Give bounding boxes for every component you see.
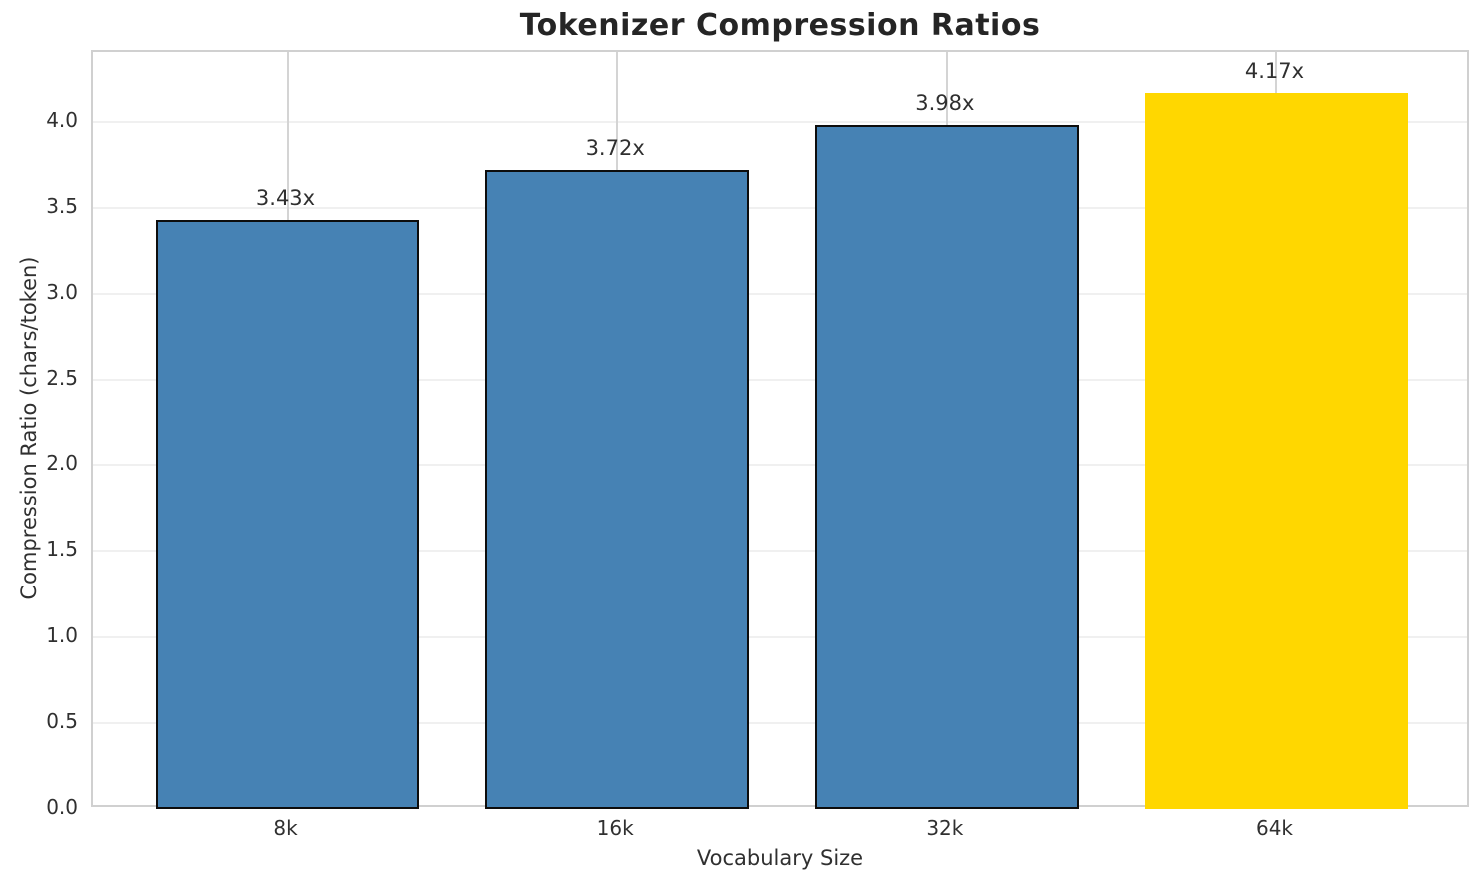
x-axis-label: Vocabulary Size bbox=[696, 846, 864, 870]
y-tick-label-3.5: 3.5 bbox=[46, 193, 78, 218]
y-gridline-4 bbox=[93, 120, 1467, 123]
bar-value-label-8k: 3.43x bbox=[255, 185, 316, 210]
bar-16k bbox=[485, 170, 750, 809]
bar-value-label-64k: 4.17x bbox=[1244, 58, 1305, 83]
x-tick-label-8k: 8k bbox=[273, 816, 298, 840]
y-gridline-3 bbox=[93, 292, 1467, 295]
y-tick-label-1.0: 1.0 bbox=[46, 623, 78, 648]
bar-64k bbox=[1144, 92, 1409, 809]
bar-value-label-16k: 3.72x bbox=[585, 136, 645, 160]
plot-area bbox=[91, 50, 1469, 809]
y-tick-label-1.5: 1.5 bbox=[46, 537, 78, 562]
x-tick-label-16k: 16k bbox=[596, 816, 634, 840]
y-gridline-1 bbox=[93, 636, 1467, 639]
chart-title: Tokenizer Compression Ratios bbox=[519, 8, 1041, 43]
y-tick-label-0.0: 0.0 bbox=[46, 795, 78, 819]
y-gridline-0.5 bbox=[93, 722, 1467, 725]
y-tick-label-3.0: 3.0 bbox=[46, 279, 78, 304]
bar-32k bbox=[814, 125, 1079, 809]
x-tick-label-32k: 32k bbox=[926, 816, 964, 840]
y-gridline-2 bbox=[93, 464, 1467, 467]
x-tick-label-64k: 64k bbox=[1255, 816, 1293, 840]
y-gridline-2.5 bbox=[93, 378, 1467, 381]
y-tick-label-2.5: 2.5 bbox=[46, 365, 78, 390]
y-tick-label-2.0: 2.0 bbox=[46, 451, 78, 476]
y-tick-label-4.0: 4.0 bbox=[46, 107, 78, 132]
y-gridline-3.5 bbox=[93, 206, 1467, 209]
y-gridline-1.5 bbox=[93, 550, 1467, 553]
bar-value-label-32k: 3.98x bbox=[915, 91, 975, 116]
bar-8k bbox=[155, 219, 420, 809]
y-tick-label-0.5: 0.5 bbox=[46, 709, 78, 734]
